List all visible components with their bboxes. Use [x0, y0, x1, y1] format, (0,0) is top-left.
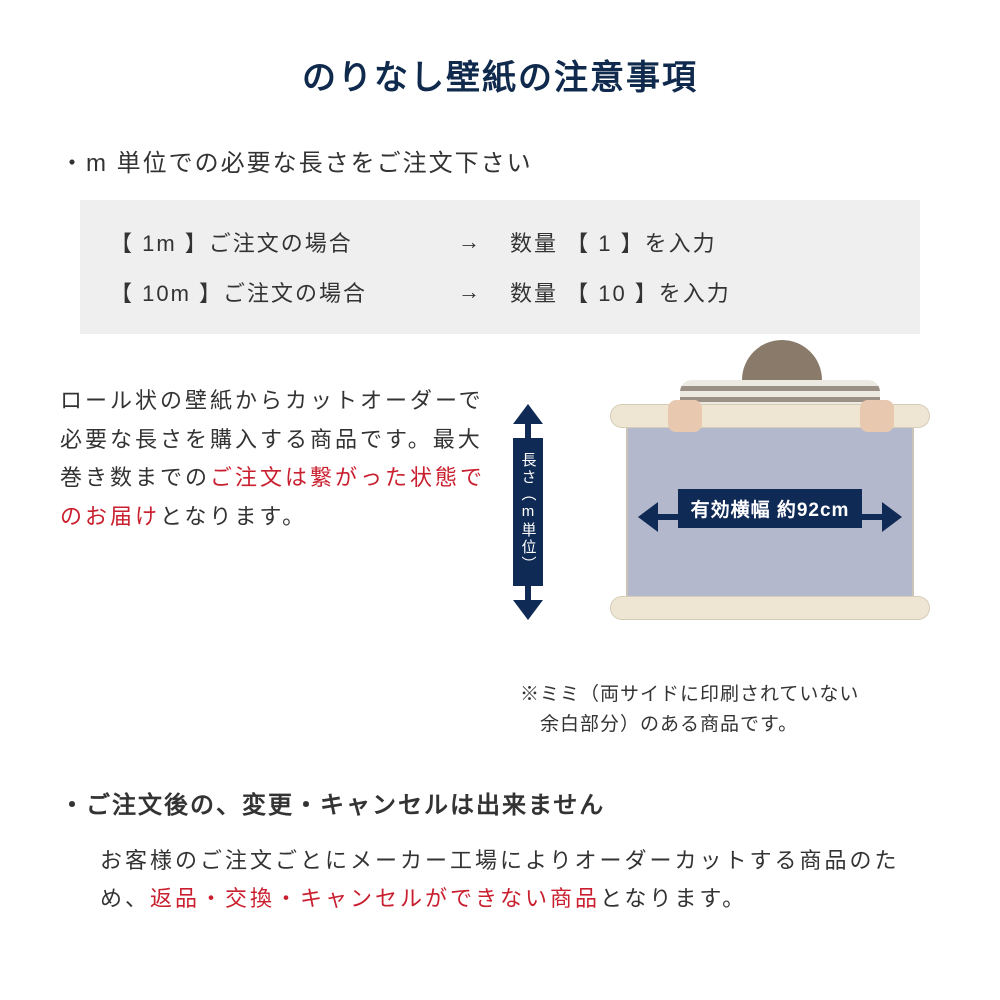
example-left: 【 1m 】ご注文の場合: [110, 226, 430, 258]
example-row: 【 10m 】ご注文の場合 → 数量 【 10 】を入力: [110, 276, 890, 308]
roll-icon: [610, 596, 930, 620]
desc-text: となります。: [160, 504, 307, 529]
width-label: 有効横幅 約92cm: [678, 489, 862, 528]
length-arrow: 長さ（m単位）: [504, 404, 552, 620]
hand-icon: [860, 400, 894, 432]
roll-description: ロール状の壁紙からカットオーダーで必要な長さを購入する商品です。最大巻き数までの…: [60, 370, 500, 536]
section2-heading: ・ご注文後の、変更・キャンセルは出来ません: [60, 785, 940, 820]
note-line: ※ミミ（両サイドに印刷されていない: [520, 684, 859, 705]
hand-icon: [668, 400, 702, 432]
policy-text: となります。: [600, 886, 747, 911]
example-row: 【 1m 】ご注文の場合 → 数量 【 1 】を入力: [110, 226, 890, 258]
policy-emphasis: 返品・交換・キャンセルができない商品: [150, 886, 600, 911]
description-with-illustration: ロール状の壁紙からカットオーダーで必要な長さを購入する商品です。最大巻き数までの…: [60, 370, 940, 660]
width-arrow: 有効横幅 約92cm: [638, 502, 902, 532]
page-title: のりなし壁紙の注意事項: [60, 50, 940, 99]
section1-heading: ・m 単位での必要な長さをご注文下さい: [60, 143, 940, 178]
cancel-policy: お客様のご注文ごとにメーカー工場によりオーダーカットする商品のため、返品・交換・…: [60, 842, 940, 919]
arrow-icon: →: [430, 279, 510, 305]
wallpaper-illustration: 長さ（m単位） 有効横幅 約92cm: [500, 370, 940, 660]
order-example-box: 【 1m 】ご注文の場合 → 数量 【 1 】を入力 【 10m 】ご注文の場合…: [80, 200, 920, 334]
arrow-icon: →: [430, 229, 510, 255]
example-right: 数量 【 10 】を入力: [510, 276, 890, 308]
note-line: 余白部分）のある商品です。: [520, 714, 798, 735]
mimi-note: ※ミミ（両サイドに印刷されていない 余白部分）のある商品です。: [60, 680, 940, 741]
example-right: 数量 【 1 】を入力: [510, 226, 890, 258]
length-label: 長さ（m単位）: [513, 438, 543, 586]
example-left: 【 10m 】ご注文の場合: [110, 276, 430, 308]
